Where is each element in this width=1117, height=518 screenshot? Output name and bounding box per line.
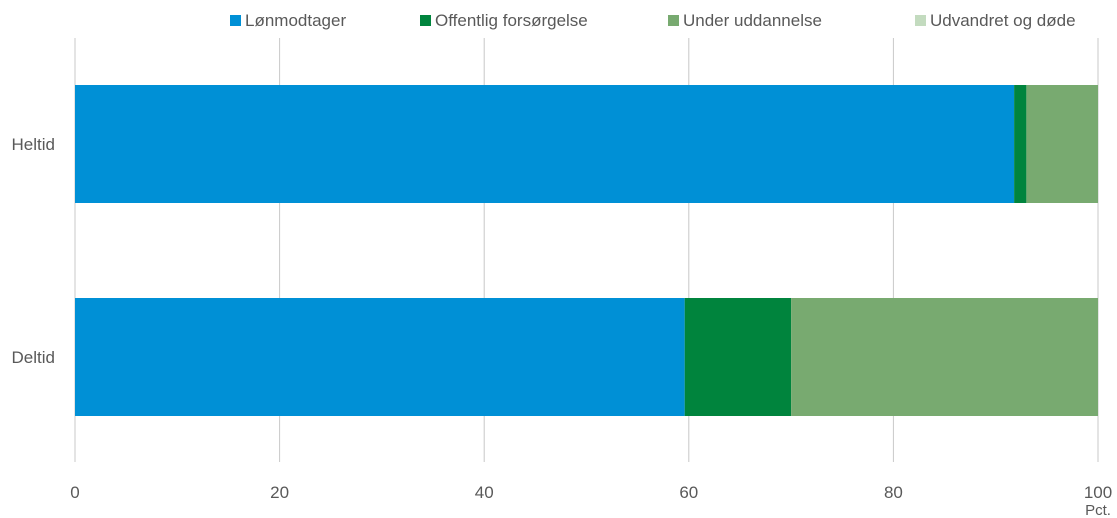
bars (75, 85, 1098, 416)
x-tick-label-40: 40 (475, 483, 494, 502)
bar-heltid-series-2 (1026, 85, 1098, 203)
bar-deltid-series-2 (791, 298, 1098, 416)
category-label-heltid: Heltid (12, 135, 55, 154)
x-tick-label-80: 80 (884, 483, 903, 502)
x-tick-label-60: 60 (679, 483, 698, 502)
legend-swatch-1 (420, 15, 431, 26)
x-tick-label-0: 0 (70, 483, 79, 502)
legend-swatch-2 (668, 15, 679, 26)
legend: Lønmodtager Offentlig forsørgelse Under ud… (230, 11, 1076, 30)
legend-label-2: Under uddannelse (683, 11, 822, 30)
x-tick-label-100: 100 (1084, 483, 1112, 502)
bar-deltid-series-1 (684, 298, 792, 416)
legend-label-0: Lønmodtager (245, 11, 346, 30)
legend-swatch-3 (915, 15, 926, 26)
legend-label-1: Offentlig forsørgelse (435, 11, 588, 30)
category-label-deltid: Deltid (12, 348, 55, 367)
bar-heltid-series-1 (1014, 85, 1027, 203)
legend-swatch-0 (230, 15, 241, 26)
bar-deltid-series-0 (75, 298, 685, 416)
legend-label-3: Udvandret og døde (930, 11, 1076, 30)
x-tick-label-20: 20 (270, 483, 289, 502)
bar-heltid-series-0 (75, 85, 1015, 203)
x-unit-label: Pct. (1085, 502, 1111, 518)
